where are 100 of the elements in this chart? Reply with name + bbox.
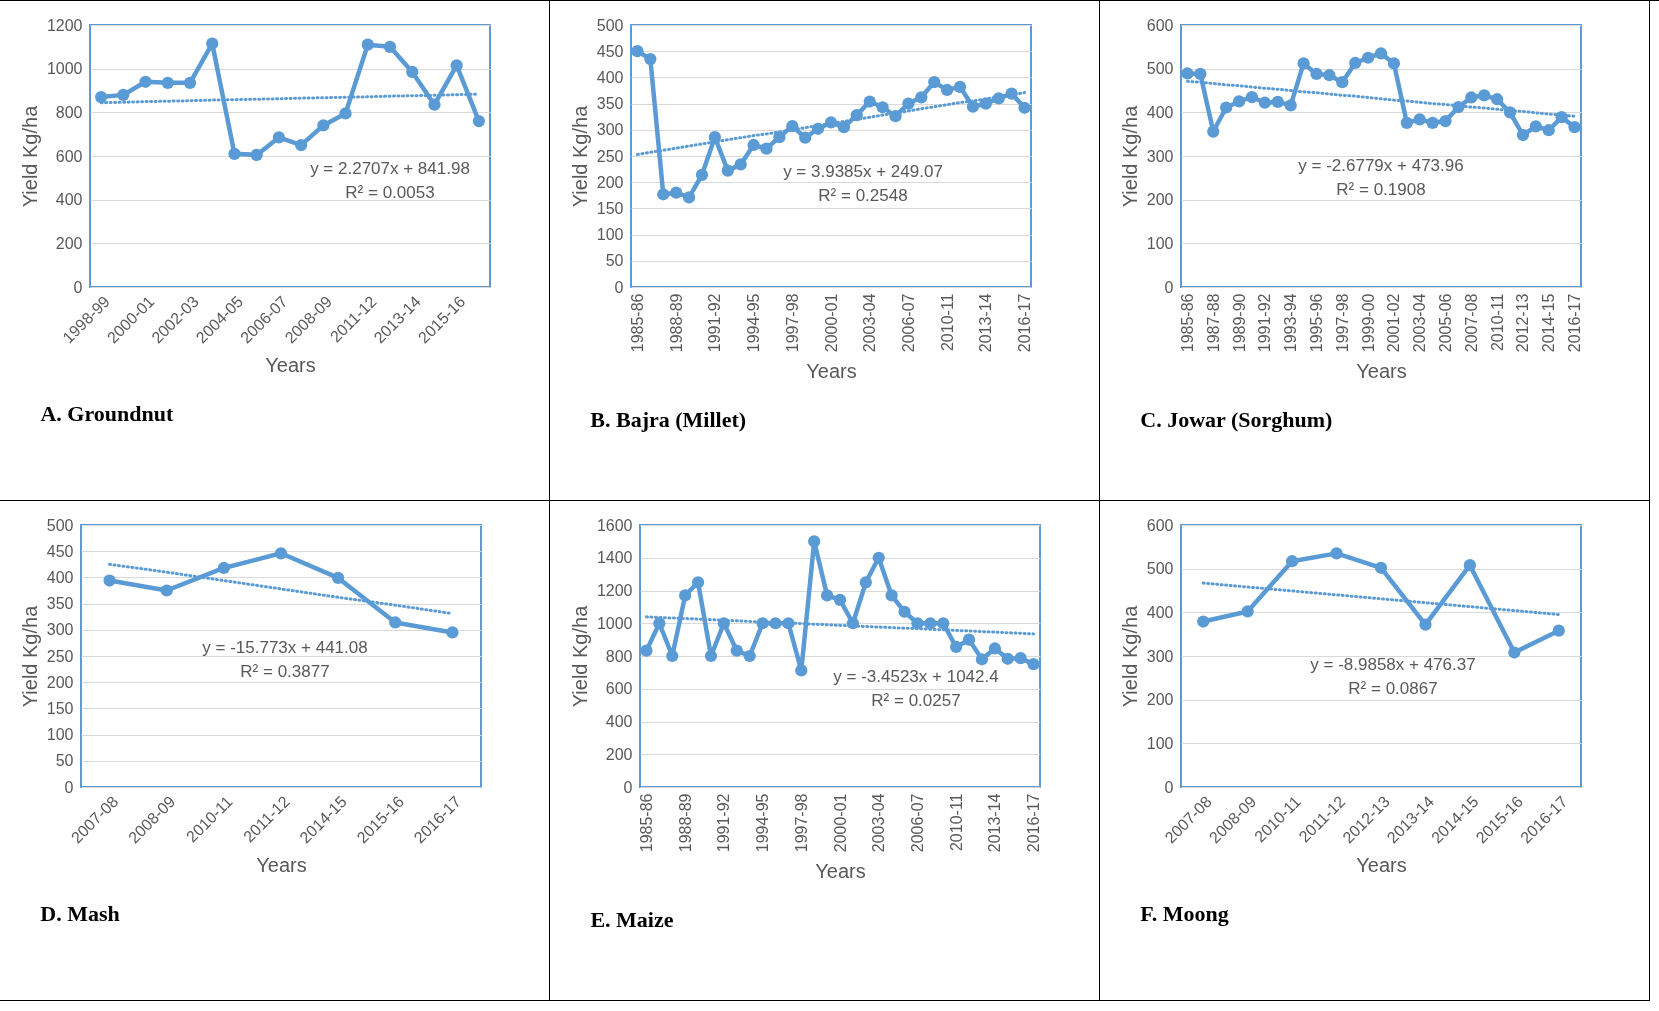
x-tick-label: 1988-89 (667, 293, 685, 353)
y-tick-label: 800 (55, 103, 83, 121)
x-tick-label: 2005-06 (1437, 293, 1455, 353)
x-tick-label: 2010-11 (938, 293, 956, 352)
y-tick-label: 450 (46, 542, 74, 560)
x-tick-label: 1985-86 (1178, 293, 1196, 353)
annotation: y = -3.4523x + 1042.4 (833, 666, 999, 686)
y-tick-label: 50 (605, 252, 624, 270)
y-tick-label: 0 (614, 278, 624, 296)
y-tick-label: 500 (1146, 60, 1174, 78)
x-tick-label: 2000-01 (822, 293, 840, 353)
x-tick-label: 1988-89 (676, 793, 694, 853)
x-tick-label: 2000-01 (831, 793, 849, 853)
x-tick-label: 2010-11 (1488, 293, 1506, 352)
x-tick-label: 2013-14 (977, 293, 995, 353)
y-tick-label: 100 (1146, 734, 1174, 752)
y-tick-label: 450 (596, 42, 624, 60)
annotation: y = -15.773x + 441.08 (202, 638, 368, 658)
x-tick-label: 1987-88 (1204, 293, 1222, 353)
annotation: y = -2.6779x + 473.96 (1298, 156, 1464, 176)
y-tick-label: 200 (605, 745, 633, 763)
y-axis-title: Yield Kg/ha (18, 104, 41, 208)
y-tick-label: 500 (1146, 560, 1174, 578)
x-tick-label: 2014-15 (1540, 293, 1558, 353)
x-tick-label: 1989-90 (1230, 293, 1248, 353)
y-axis-title: Yield Kg/ha (568, 604, 591, 708)
x-tick-label: 2016-17 (1016, 293, 1034, 353)
annotation: y = 3.9385x + 249.07 (783, 161, 943, 181)
y-axis-title: Yield Kg/ha (568, 104, 591, 208)
x-tick-label: 2007-08 (1462, 293, 1480, 353)
x-tick-label: 2010-11 (947, 793, 965, 852)
y-tick-label: 200 (596, 173, 624, 191)
y-tick-label: 400 (605, 713, 633, 730)
y-tick-label: 150 (596, 199, 624, 217)
y-tick-label: 100 (596, 226, 624, 244)
x-axis-title: Years (256, 854, 307, 877)
x-axis-title: Years (806, 360, 857, 383)
y-tick-label: 400 (596, 68, 624, 86)
y-tick-label: 0 (73, 278, 83, 296)
x-axis-title: Years (815, 860, 866, 883)
annotation: R² = 0.1908 (1336, 180, 1426, 200)
x-tick-label: 2003-04 (1411, 293, 1429, 353)
y-tick-label: 0 (623, 778, 633, 796)
y-tick-label: 250 (46, 647, 74, 665)
y-tick-label: 1600 (596, 516, 633, 534)
y-tick-label: 350 (596, 95, 624, 113)
annotation: R² = 0.0867 (1348, 679, 1438, 699)
y-tick-label: 250 (596, 147, 624, 165)
text: C. Jowar (Sorghum) (1140, 406, 1333, 432)
x-tick-label: 1991-92 (715, 793, 733, 853)
y-tick-label: 400 (55, 191, 83, 209)
y-axis-title: Yield Kg/ha (1118, 104, 1141, 208)
y-tick-label: 200 (1146, 691, 1174, 709)
y-tick-label: 1200 (46, 16, 83, 34)
y-tick-label: 600 (55, 147, 83, 165)
y-tick-label: 200 (46, 673, 74, 691)
text: A. Groundnut (40, 400, 174, 426)
y-tick-label: 0 (1164, 278, 1174, 296)
annotation: y = 2.2707x + 841.98 (310, 159, 470, 179)
y-tick-label: 1400 (596, 549, 633, 567)
x-tick-label: 1994-95 (754, 793, 772, 853)
y-axis-title: Yield Kg/ha (18, 604, 41, 708)
x-tick-label: 2013-14 (986, 793, 1004, 853)
text: E. Maize (590, 906, 674, 932)
x-tick-label: 1994-95 (745, 293, 763, 353)
x-tick-label: 1999-00 (1359, 293, 1377, 353)
x-tick-label: 2006-07 (899, 293, 917, 353)
x-tick-label: 2001-02 (1385, 293, 1403, 353)
y-tick-label: 500 (596, 16, 624, 34)
annotation: R² = 0.2548 (818, 185, 908, 205)
x-tick-label: 1995-96 (1307, 293, 1325, 353)
y-tick-label: 600 (1146, 516, 1174, 534)
x-axis-title: Years (265, 354, 316, 377)
x-axis-title: Years (1356, 854, 1407, 877)
x-tick-label: 1985-86 (628, 293, 646, 353)
y-tick-label: 0 (64, 778, 74, 796)
y-tick-label: 1200 (596, 582, 633, 599)
y-tick-label: 200 (1146, 191, 1174, 209)
x-tick-label: 2012-13 (1514, 293, 1532, 353)
y-axis-title: Yield Kg/ha (1118, 604, 1141, 708)
x-axis-title: Years (1356, 360, 1407, 383)
annotation: y = -8.9858x + 476.37 (1310, 655, 1476, 675)
y-tick-label: 300 (1146, 147, 1174, 165)
y-tick-label: 0 (1164, 778, 1174, 796)
y-tick-label: 400 (1146, 103, 1174, 121)
y-tick-label: 600 (605, 680, 633, 698)
text: D. Mash (40, 900, 120, 926)
y-tick-label: 300 (596, 121, 624, 139)
x-tick-label: 2003-04 (861, 293, 879, 353)
x-tick-label: 1993-94 (1282, 293, 1300, 353)
y-tick-label: 200 (55, 234, 83, 252)
y-tick-label: 50 (55, 752, 74, 770)
annotation: R² = 0.0053 (345, 183, 435, 203)
y-tick-label: 600 (1146, 16, 1174, 34)
y-tick-label: 100 (46, 726, 74, 744)
y-tick-label: 100 (1146, 234, 1174, 252)
x-tick-label: 2006-07 (908, 793, 926, 853)
x-tick-label: 1997-98 (1333, 293, 1351, 353)
y-tick-label: 350 (46, 595, 74, 613)
y-tick-label: 500 (46, 516, 74, 534)
